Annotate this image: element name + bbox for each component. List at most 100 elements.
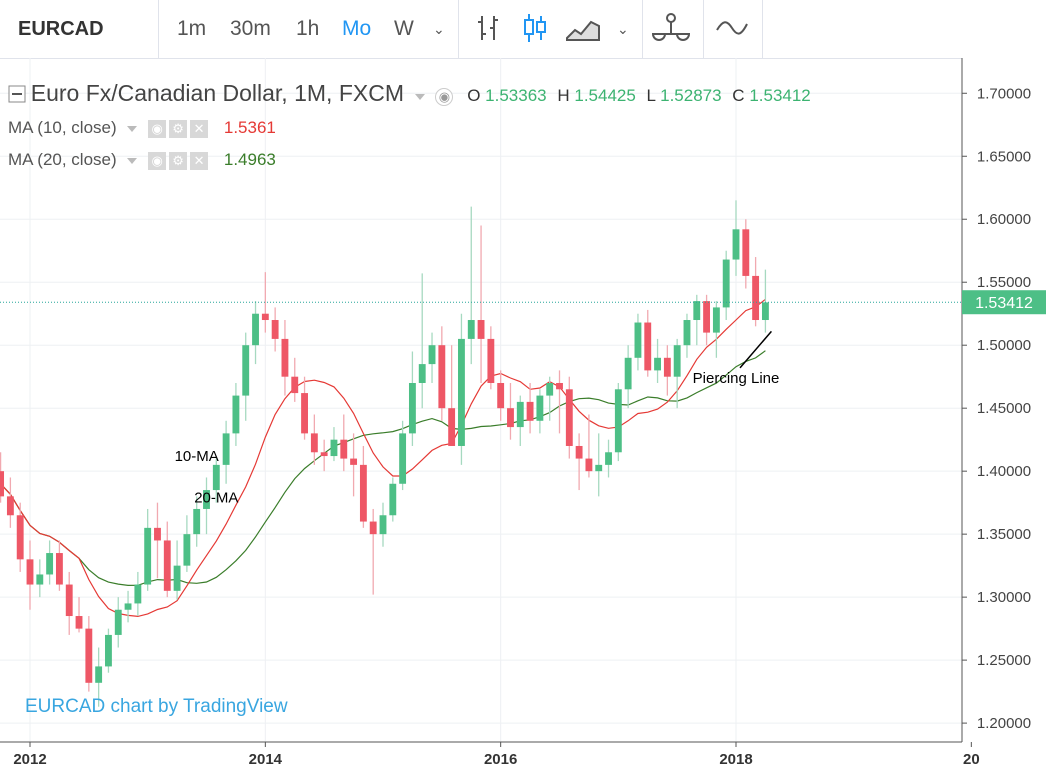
candle-body (134, 584, 142, 604)
candle-body (536, 395, 544, 421)
ma20-eye-icon[interactable]: ◉ (148, 151, 167, 170)
style-dropdown-chevron-icon[interactable]: ⌄ (617, 21, 629, 37)
last-price-text: 1.53412 (975, 295, 1033, 312)
candle-body (6, 496, 14, 516)
candle-body (634, 322, 642, 358)
price-chart[interactable]: 1.70000 1.65000 1.60000 1.55000 1.50000 1.450… (0, 58, 1046, 767)
eye-icon[interactable]: ◉ (435, 87, 454, 106)
candle-body (301, 393, 308, 434)
candle-body (487, 338, 495, 383)
toolbar-divider (642, 0, 643, 58)
price-axis-bg (962, 58, 1046, 767)
y-tick-label: 1.20000 (977, 715, 1031, 732)
x-tick-label: 2014 (249, 751, 283, 767)
candle-body (154, 527, 161, 541)
candles-style-icon[interactable] (522, 12, 548, 44)
ma20-menu-icon[interactable] (127, 157, 138, 164)
candle-body (65, 584, 73, 617)
ma20-line (0, 350, 766, 587)
candle-body (712, 307, 720, 333)
candle-body (732, 229, 740, 260)
candle-body (742, 229, 750, 276)
candle-body (624, 357, 632, 390)
ma20-gear-icon[interactable]: ⚙ (169, 151, 188, 170)
candle-body (212, 464, 220, 491)
toolbar-divider (703, 0, 704, 58)
open-label: O (467, 86, 481, 105)
y-tick-label: 1.45000 (977, 400, 1031, 417)
legend-menu-icon[interactable] (414, 93, 425, 100)
time-axis[interactable]: 2012 2014 2016 2018 20 (13, 742, 980, 767)
annotations: 10-MA 20-MA Piercing Line (175, 330, 780, 507)
y-tick-label: 1.25000 (977, 652, 1031, 669)
candle-body (497, 382, 505, 409)
candle-body (575, 445, 583, 459)
candle-body (232, 395, 240, 434)
candle-body (389, 483, 397, 516)
candle-body (379, 515, 387, 535)
watermark[interactable]: EURCAD chart by TradingView (25, 696, 288, 717)
collapse-icon[interactable] (8, 85, 26, 103)
interval-week-button[interactable]: W (394, 17, 414, 40)
candle-body (85, 628, 93, 683)
candle-body (193, 508, 201, 535)
interval-month-button[interactable]: Mo (342, 17, 372, 40)
y-tick-label: 1.60000 (977, 211, 1031, 228)
legend-main-row: Euro Fx/Canadian Dollar, 1M, FXCM ◉ O 1.… (8, 80, 811, 107)
candle-body (507, 408, 514, 428)
candle-body (340, 439, 348, 459)
interval-1h-button[interactable]: 1h (296, 17, 320, 40)
ma20-value: 1.4963 (223, 150, 276, 169)
ma10-close-icon[interactable]: ✕ (190, 119, 209, 138)
candle-body (369, 521, 377, 535)
candle-body (516, 401, 524, 428)
ma20-close-icon[interactable]: ✕ (190, 151, 209, 170)
ma10-gear-icon[interactable]: ⚙ (169, 119, 188, 138)
legend-ma20-row: MA (20, close) ◉ ⚙ ✕ 1.4963 (8, 150, 276, 170)
low-value: 1.52873 (660, 86, 722, 105)
annotation-text: 20-MA (194, 490, 238, 507)
price-axis[interactable]: 1.70000 1.65000 1.60000 1.55000 1.50000 1.450… (962, 85, 1031, 732)
candle-body (330, 439, 338, 457)
interval-1m-button[interactable]: 1m (177, 17, 207, 40)
last-price-badge (962, 290, 1046, 315)
candle-body (399, 433, 407, 484)
candle-body (644, 322, 652, 371)
candle-body (526, 401, 534, 421)
compare-icon[interactable] (651, 12, 691, 44)
y-tick-label: 1.50000 (977, 337, 1031, 354)
y-tick-label: 1.70000 (977, 85, 1031, 102)
bars-style-icon[interactable] (476, 12, 502, 44)
candle-body (55, 553, 63, 585)
candle-body (46, 553, 54, 575)
indicators-icon[interactable] (715, 12, 749, 44)
candle-body (663, 357, 671, 377)
annotation-text: 10-MA (175, 448, 219, 465)
interval-30m-button[interactable]: 30m (230, 17, 271, 40)
annotation-text: Piercing Line (693, 370, 780, 387)
y-tick-label: 1.65000 (977, 148, 1031, 165)
candle-body (271, 320, 279, 339)
high-label: H (557, 86, 570, 105)
candle-body (408, 382, 416, 434)
area-style-icon[interactable] (565, 12, 601, 44)
candle-body (75, 616, 83, 629)
legend-ma10-row: MA (10, close) ◉ ⚙ ✕ 1.5361 (8, 118, 276, 138)
symbol-button[interactable]: EURCAD (18, 18, 104, 40)
interval-dropdown-chevron-icon[interactable]: ⌄ (433, 21, 445, 37)
candle-body (114, 609, 122, 635)
candle-body (261, 313, 269, 321)
candle-body (458, 338, 465, 446)
low-label: L (646, 86, 656, 105)
candle-body (418, 364, 426, 383)
candle-body (359, 464, 367, 522)
candle-body (448, 408, 456, 446)
ma10-eye-icon[interactable]: ◉ (148, 119, 167, 138)
candle-body (546, 382, 554, 396)
close-value: 1.53412 (749, 86, 811, 105)
candle-body (173, 565, 181, 591)
ma10-menu-icon[interactable] (127, 125, 138, 132)
candle-body (105, 634, 112, 667)
candle-body (222, 433, 230, 465)
candle-body (203, 490, 210, 509)
